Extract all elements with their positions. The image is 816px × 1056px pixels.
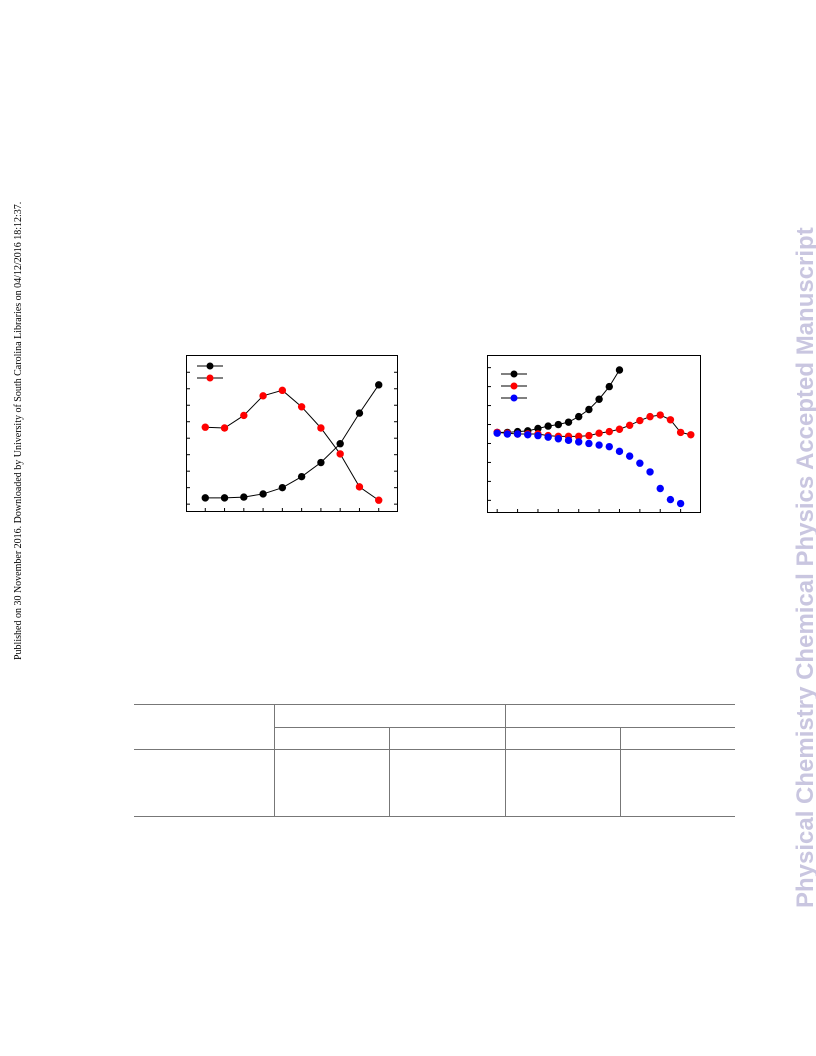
data-point [676,428,685,437]
legend-marker [510,394,518,402]
data-point [666,495,675,504]
data-point [585,431,593,440]
data-point [375,381,383,389]
data-point [259,392,267,400]
plot-frame [186,355,398,512]
data-point [636,416,644,425]
data-table [134,704,735,817]
legend-marker [510,382,518,390]
data-point [636,459,644,467]
data-point [493,429,501,437]
data-point [585,439,593,448]
data-point [564,436,573,445]
data-point [575,412,583,421]
data-point [605,382,613,391]
data-point [575,438,583,446]
data-point [605,427,613,436]
data-point [595,395,603,403]
data-point [534,424,542,433]
data-point [656,411,664,419]
journal-watermark: Physical Chemistry Chemical Physics Acce… [792,227,816,908]
data-point [666,416,675,424]
data-point [513,430,522,438]
data-point [575,432,583,441]
legend-marker [206,362,214,370]
data-point [317,458,325,467]
data-point [220,494,229,502]
data-point [646,412,654,421]
right-scatter-chart [487,355,701,513]
data-point [355,483,364,491]
data-point [201,494,209,502]
data-point [615,447,624,456]
data-point [278,386,287,395]
data-point [336,450,344,458]
data-point [534,431,542,440]
data-point [687,431,695,439]
data-point [544,433,552,441]
plot-frame [487,355,701,513]
legend-marker [206,374,214,382]
publication-note: Published on 30 November 2016. Downloade… [13,201,24,660]
data-point [585,405,593,414]
data-point [615,366,624,374]
data-point [278,483,287,492]
data-point [615,425,624,433]
data-point [240,411,248,420]
data-point [646,468,654,476]
data-point [676,499,685,508]
data-point [375,496,383,504]
left-line-chart [186,355,398,512]
data-point [554,420,563,429]
data-point [259,490,267,498]
data-point [336,440,344,448]
data-point [240,493,248,501]
data-point [317,424,325,432]
data-point [524,431,532,439]
legend-marker [510,370,518,378]
data-point [625,421,634,430]
data-point [554,435,563,443]
data-point [605,442,613,451]
data-point [564,418,573,426]
data-point [201,423,209,431]
data-point [503,430,512,438]
data-point [355,409,364,417]
data-point [220,424,229,432]
data-point [625,452,634,460]
data-point [544,422,552,430]
data-point [595,441,603,449]
series-line [205,384,380,499]
data-point [297,403,306,411]
data-point [595,429,603,437]
data-point [656,484,664,493]
series-line [205,389,380,501]
data-point [297,472,306,481]
